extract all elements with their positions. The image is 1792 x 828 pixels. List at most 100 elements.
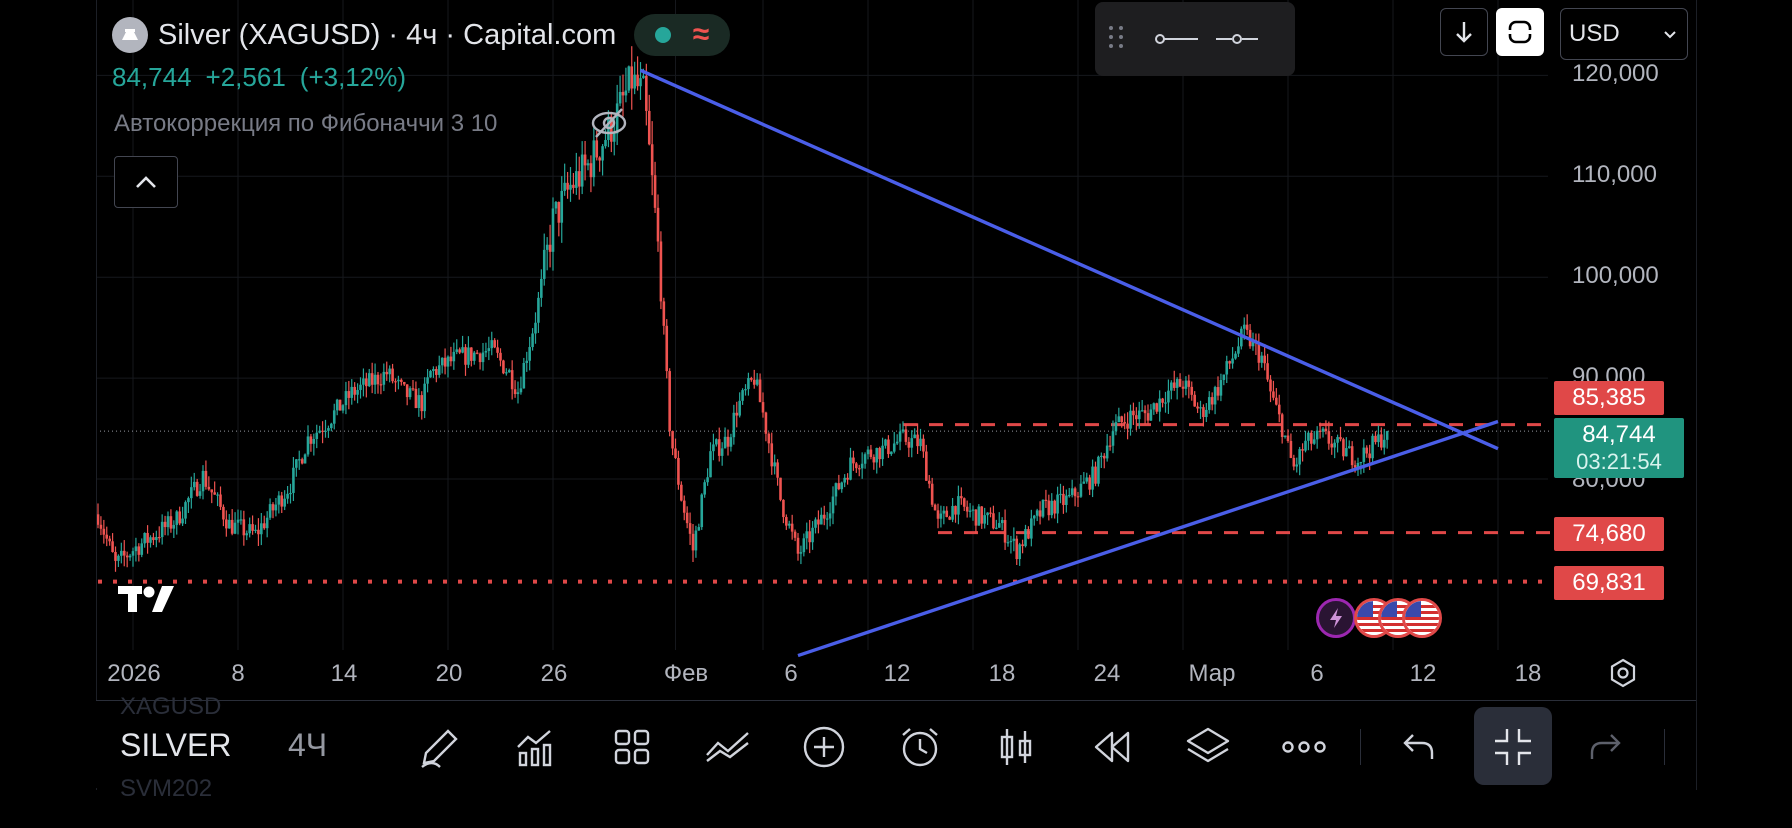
candle-body xyxy=(1062,493,1065,505)
candle-body xyxy=(913,434,916,439)
candles-icon[interactable] xyxy=(992,723,1040,771)
candle-body xyxy=(986,512,989,516)
compare-icon[interactable] xyxy=(704,723,752,771)
level-badge-middle[interactable]: 74,680 xyxy=(1554,517,1664,551)
candle-body xyxy=(1257,343,1261,363)
candle-body xyxy=(382,371,386,385)
indicator-label[interactable]: Автокоррекция по Фибоначчи 3 10 xyxy=(114,110,498,137)
eye-crossed-icon[interactable] xyxy=(588,106,630,145)
candle-body xyxy=(881,445,884,460)
candle-body xyxy=(808,531,811,543)
candle-body xyxy=(1114,422,1118,432)
economic-events[interactable] xyxy=(1316,598,1442,638)
candle-body xyxy=(1289,440,1293,458)
x-axis-label: 8 xyxy=(231,660,245,687)
candle-body xyxy=(802,538,806,553)
chart-mode-button[interactable] xyxy=(1496,8,1544,56)
candle-body xyxy=(758,379,762,403)
candle-body xyxy=(685,512,689,524)
trendline-support xyxy=(797,419,1499,658)
candle-body xyxy=(493,340,496,348)
add-icon[interactable] xyxy=(800,723,848,771)
candle-body xyxy=(785,517,788,526)
scroll-to-latest-button[interactable] xyxy=(1440,8,1488,56)
undo-icon[interactable] xyxy=(1392,723,1440,771)
candle-body xyxy=(192,481,196,488)
candle-body xyxy=(1342,439,1345,457)
candle-body xyxy=(472,352,476,361)
candle-body xyxy=(572,184,575,188)
candle-body xyxy=(744,389,747,391)
candle-body xyxy=(1365,447,1369,454)
symbol-title[interactable]: Silver (XAGUSD) · 4ч · Capital.com xyxy=(158,18,617,51)
candle-body xyxy=(1129,410,1132,429)
candle-body xyxy=(417,395,421,409)
market-status-pill[interactable]: ≈ xyxy=(634,14,731,56)
level-badge-upper[interactable]: 85,385 xyxy=(1554,381,1664,415)
indicators-icon[interactable] xyxy=(512,723,560,771)
symbol-list-next: SVM202 xyxy=(120,775,213,802)
alert-icon[interactable] xyxy=(896,723,944,771)
line-end-button[interactable] xyxy=(1207,19,1267,59)
interval-button[interactable]: 4Ч xyxy=(288,727,328,763)
candle-body xyxy=(855,463,858,469)
candle-body xyxy=(429,371,432,378)
candle-body xyxy=(1067,494,1071,497)
candle-body xyxy=(1380,434,1383,448)
candle-body xyxy=(397,379,400,382)
candle-body xyxy=(618,91,622,104)
x-axis-label: 18 xyxy=(1514,660,1542,687)
us-flag-icon[interactable] xyxy=(1402,598,1442,638)
line-style-button[interactable] xyxy=(1147,19,1207,59)
candle-body xyxy=(332,410,336,424)
candle-body xyxy=(1359,461,1363,464)
candle-body xyxy=(977,506,981,526)
candle-body xyxy=(610,116,613,142)
candle-body xyxy=(1126,423,1129,429)
candle-body xyxy=(752,379,756,385)
candle-body xyxy=(1088,477,1091,490)
candle-body xyxy=(1234,353,1237,359)
toolbar-divider xyxy=(1360,729,1361,765)
candle-body xyxy=(376,374,380,385)
candle-body xyxy=(102,528,106,535)
symbol-button[interactable]: SILVER xyxy=(120,727,232,763)
candle-body xyxy=(688,523,692,534)
candle-body xyxy=(951,505,954,520)
candle-body xyxy=(755,379,759,385)
redo-icon[interactable] xyxy=(1584,723,1632,771)
candle-body xyxy=(671,431,674,449)
candle-body xyxy=(1371,435,1374,459)
candle-body xyxy=(99,524,103,529)
candle-body xyxy=(408,388,412,398)
candle-body xyxy=(1222,374,1226,381)
candle-body xyxy=(283,498,286,507)
collapse-legend-button[interactable] xyxy=(114,156,178,208)
layers-icon[interactable] xyxy=(1184,723,1232,771)
candle-body xyxy=(245,533,249,536)
lightning-icon[interactable] xyxy=(1316,598,1356,638)
candle-body xyxy=(1286,435,1290,441)
candle-body xyxy=(394,381,397,383)
candle-body xyxy=(1193,394,1196,407)
candle-body xyxy=(933,504,937,511)
settings-icon[interactable] xyxy=(1608,658,1638,693)
candle-body xyxy=(1181,386,1185,389)
candle-body xyxy=(1245,324,1249,330)
candle-body xyxy=(636,74,639,87)
level-badge-lower[interactable]: 69,831 xyxy=(1554,566,1664,600)
candle-body xyxy=(1187,380,1191,387)
candle-body xyxy=(146,532,149,543)
replay-icon[interactable] xyxy=(1088,723,1136,771)
drag-handle-icon[interactable] xyxy=(1107,24,1127,55)
candle-body xyxy=(411,388,415,390)
templates-icon[interactable] xyxy=(608,723,656,771)
candle-body xyxy=(709,451,712,478)
candle-body xyxy=(175,511,179,525)
fullscreen-exit-icon[interactable] xyxy=(1489,723,1537,771)
currency-select[interactable]: USD xyxy=(1560,8,1688,60)
candle-body xyxy=(496,347,499,353)
more-icon[interactable] xyxy=(1280,723,1328,771)
drawing-pen-icon[interactable] xyxy=(416,723,464,771)
